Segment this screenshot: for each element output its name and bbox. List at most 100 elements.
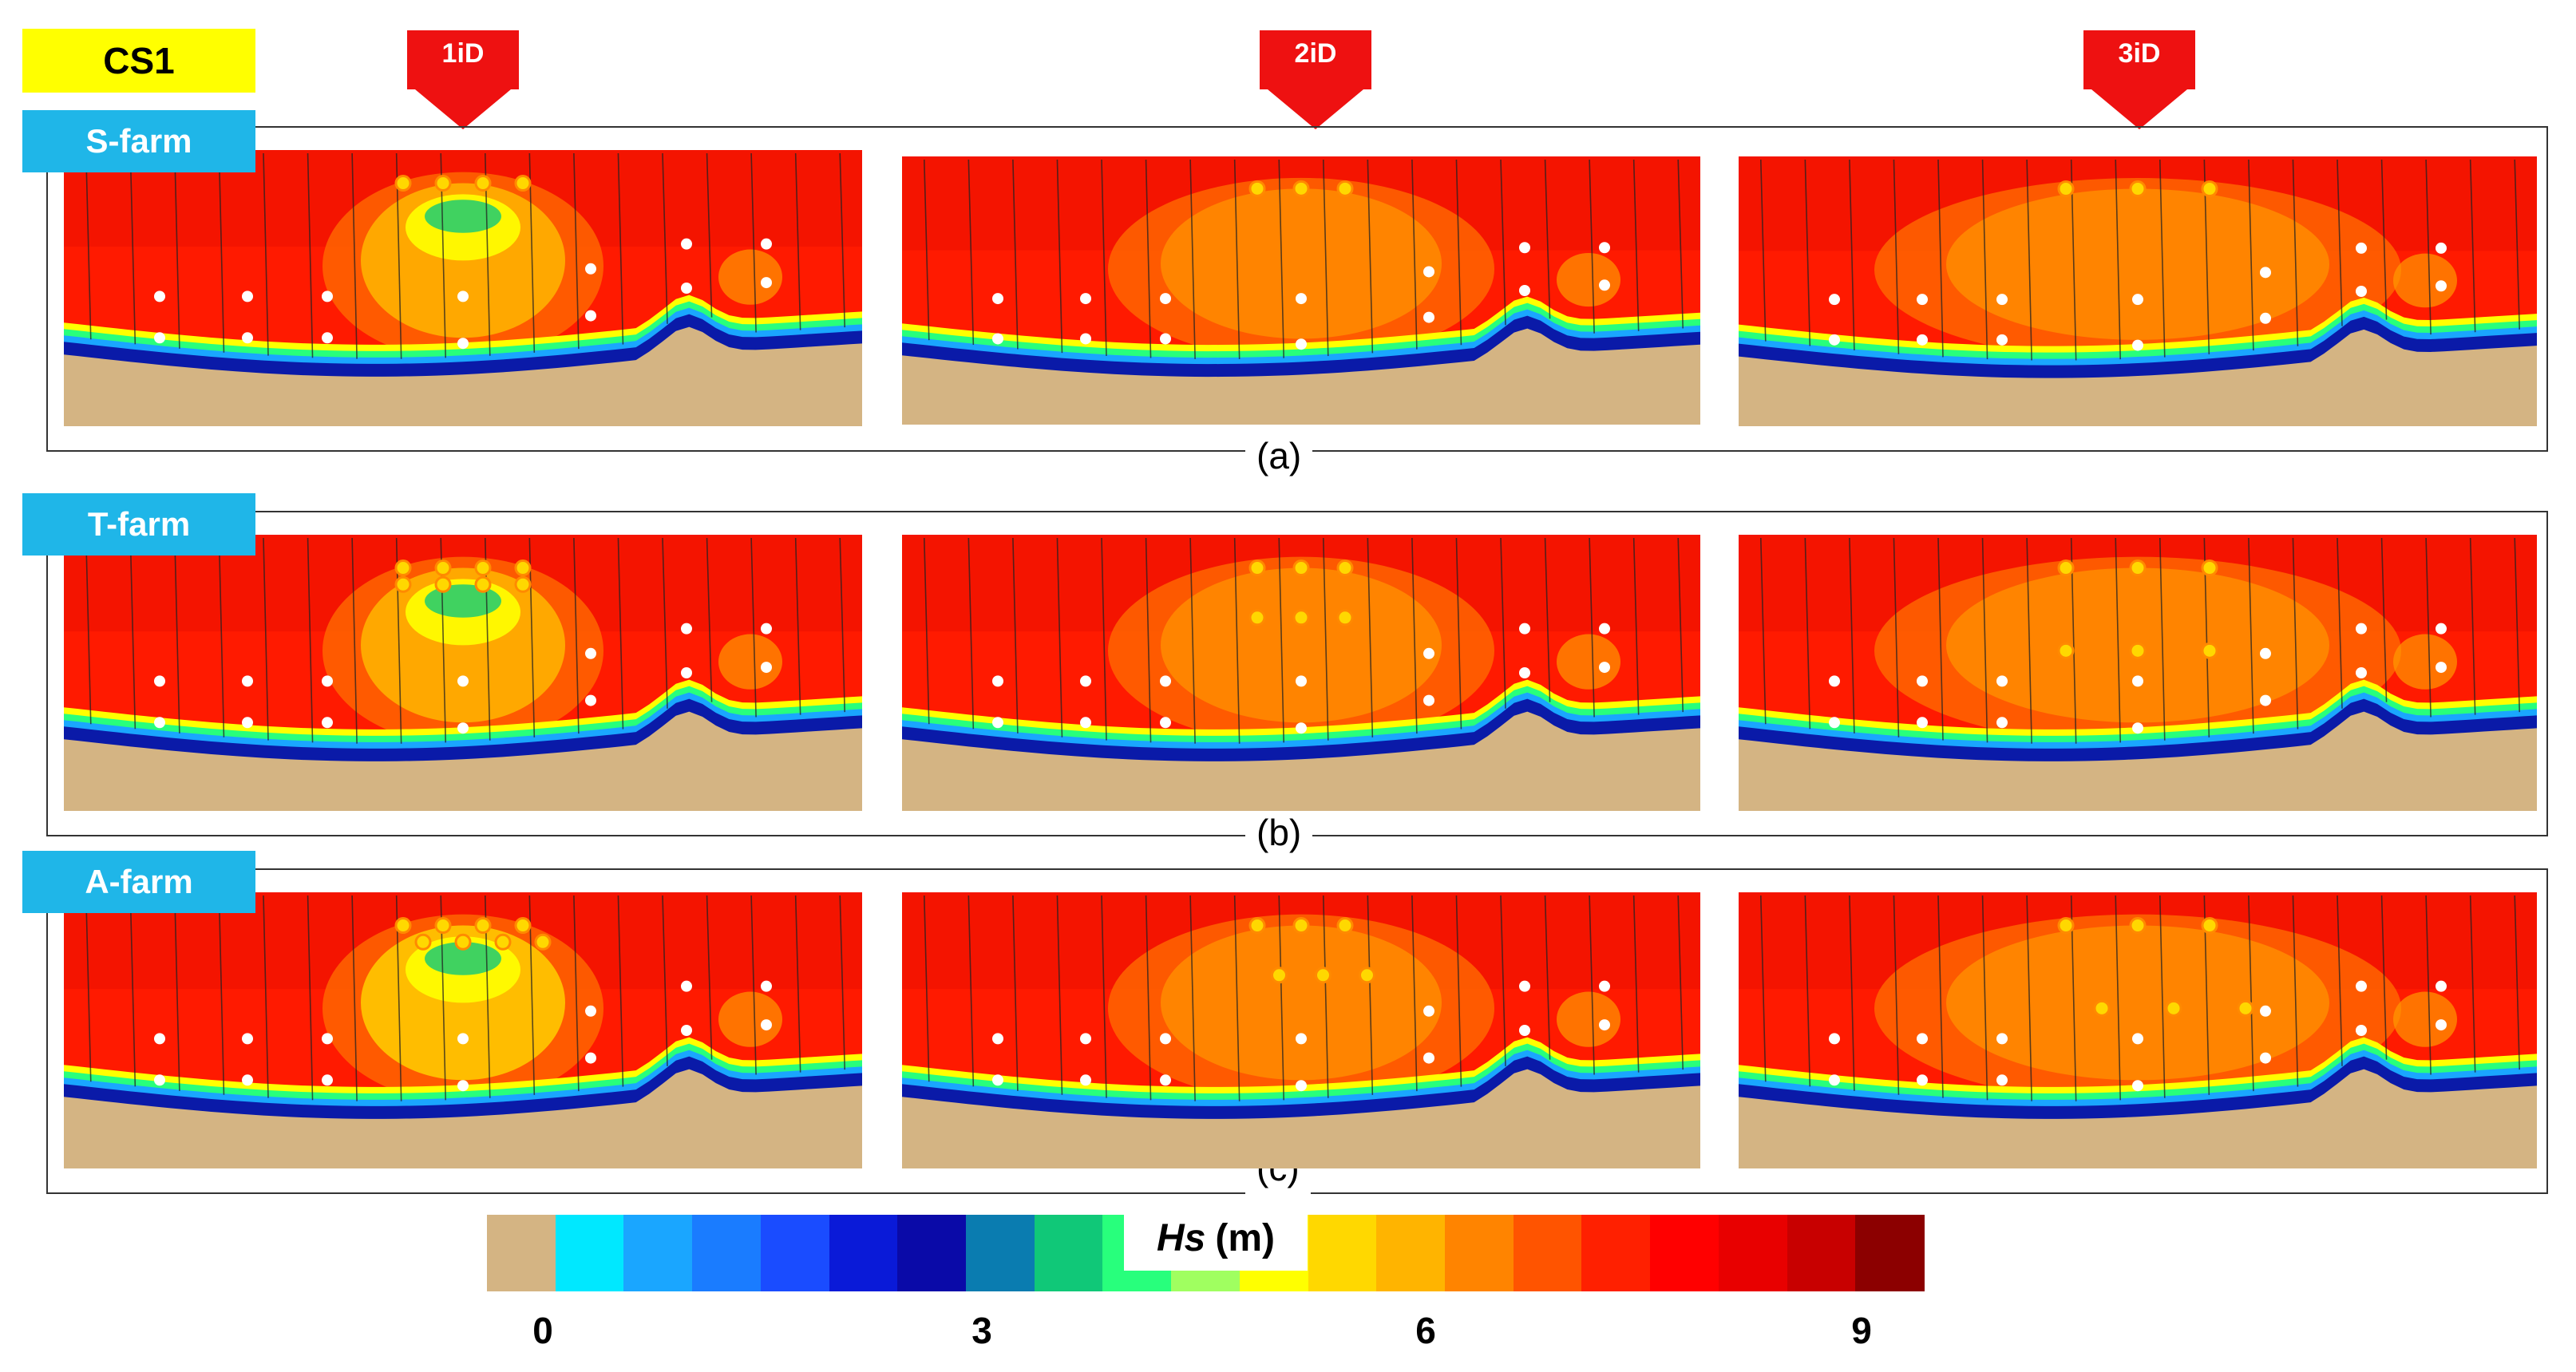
converter-marker xyxy=(474,917,492,935)
wave-direction-line xyxy=(706,537,713,702)
arrow-1iD: 1iD xyxy=(407,30,519,129)
gauge-point xyxy=(681,238,692,250)
wave-direction-line xyxy=(307,895,314,1101)
gauge-point xyxy=(2260,267,2271,279)
gauge-point xyxy=(2132,294,2143,306)
gauge-point xyxy=(2260,312,2271,324)
gauge-point xyxy=(1519,1025,1530,1036)
gauge-point xyxy=(154,332,165,344)
wave-direction-line xyxy=(1677,895,1684,1070)
colorbar-title-unit: (m) xyxy=(1215,1216,1275,1259)
sub-label-b: (b) xyxy=(1245,806,1313,859)
wave-direction-line xyxy=(1367,537,1374,737)
wave-direction-line xyxy=(2159,537,2166,741)
nearshore-wake xyxy=(1557,991,1620,1047)
colorbar-segment xyxy=(897,1215,967,1291)
gauge-point xyxy=(681,283,692,294)
gauge-point xyxy=(1599,980,1610,992)
wave-direction-line xyxy=(2115,537,2122,743)
gauge-point xyxy=(761,1019,772,1031)
wake-core xyxy=(1161,925,1442,1081)
wave-direction-line xyxy=(2337,159,2343,326)
converter-marker xyxy=(2129,917,2147,935)
gauge-point xyxy=(1917,1074,1928,1086)
gauge-point xyxy=(1080,293,1091,305)
nearshore-wake xyxy=(2393,991,2457,1047)
gauge-point xyxy=(1080,1033,1091,1045)
wave-direction-line xyxy=(1804,895,1811,1087)
gauge-point xyxy=(1996,294,2008,306)
wave-direction-line xyxy=(129,152,137,345)
gauge-point xyxy=(1829,717,1840,729)
gauge-point xyxy=(1599,242,1610,254)
converter-marker xyxy=(2237,999,2254,1017)
wave-direction-line xyxy=(2514,895,2521,1070)
converter-marker xyxy=(1336,917,1354,935)
colorbar-segment xyxy=(1513,1215,1583,1291)
wave-direction-line xyxy=(1849,895,1855,1091)
wave-direction-line xyxy=(617,537,624,729)
colorbar-segment xyxy=(623,1215,694,1291)
wave-direction-line xyxy=(617,152,624,345)
wave-direction-line xyxy=(1278,537,1285,743)
wave-direction-line xyxy=(1893,895,1900,1095)
colorbar-segment xyxy=(1787,1215,1857,1291)
wave-direction-line xyxy=(1589,537,1595,718)
converter-marker xyxy=(394,175,412,192)
converter-marker xyxy=(1292,609,1310,627)
wave-direction-line xyxy=(794,537,801,715)
gauge-point xyxy=(322,291,333,302)
wave-direction-line xyxy=(85,152,92,340)
converter-marker xyxy=(1359,967,1375,984)
colorbar-segment xyxy=(1376,1215,1446,1291)
wave-direction-line xyxy=(1544,159,1551,319)
wave-direction-line xyxy=(2115,159,2122,360)
gauge-point xyxy=(585,1052,596,1064)
wave-direction-line xyxy=(2469,537,2476,715)
converter-marker xyxy=(1248,609,1266,627)
gauge-point xyxy=(322,1074,333,1086)
gauge-point xyxy=(2132,1033,2143,1045)
wave-direction-line xyxy=(1322,895,1329,1098)
wave-direction-line xyxy=(1233,537,1241,744)
nearshore-wake xyxy=(2393,253,2457,308)
gauge-point xyxy=(585,263,596,275)
gauge-point xyxy=(1599,662,1610,674)
wake-shadow xyxy=(425,942,501,975)
heatmap-panel-t-3 xyxy=(1739,535,2537,811)
wave-direction-line xyxy=(2115,895,2122,1101)
colorbar-segment xyxy=(1718,1215,1788,1291)
converter-marker xyxy=(1248,180,1266,197)
wave-direction-line xyxy=(1278,159,1285,358)
gauge-point xyxy=(457,675,469,687)
gauge-point xyxy=(2260,1005,2271,1017)
gauge-point xyxy=(1080,675,1091,687)
gauge-point xyxy=(457,1033,469,1045)
wave-direction-line xyxy=(923,159,930,341)
land-area xyxy=(902,1069,1700,1168)
case-label: CS1 xyxy=(22,29,255,93)
wave-direction-line xyxy=(1012,537,1019,733)
gauge-point xyxy=(2356,286,2367,297)
gauge-point xyxy=(1519,980,1530,992)
colorbar-segment xyxy=(1855,1215,1925,1291)
converter-marker xyxy=(474,559,492,577)
wave-direction-line xyxy=(2380,159,2388,320)
gauge-point xyxy=(457,1080,469,1092)
gauge-point xyxy=(242,1033,253,1045)
colorbar-segment xyxy=(555,1215,625,1291)
gauge-point xyxy=(585,1005,596,1017)
converter-marker xyxy=(474,575,492,593)
gauge-point xyxy=(992,1074,1003,1086)
gauge-point xyxy=(242,1074,253,1086)
wave-direction-line xyxy=(263,152,269,356)
wave-direction-line xyxy=(706,895,713,1060)
colorbar-tick: 0 xyxy=(532,1310,553,1351)
wave-direction-line xyxy=(1500,895,1506,1066)
wave-direction-line xyxy=(1367,159,1374,354)
gauge-point xyxy=(1423,311,1434,323)
converter-marker xyxy=(1292,559,1310,577)
converter-marker xyxy=(2057,642,2075,659)
wave-direction-line xyxy=(1411,537,1418,734)
converter-marker xyxy=(2129,180,2147,198)
